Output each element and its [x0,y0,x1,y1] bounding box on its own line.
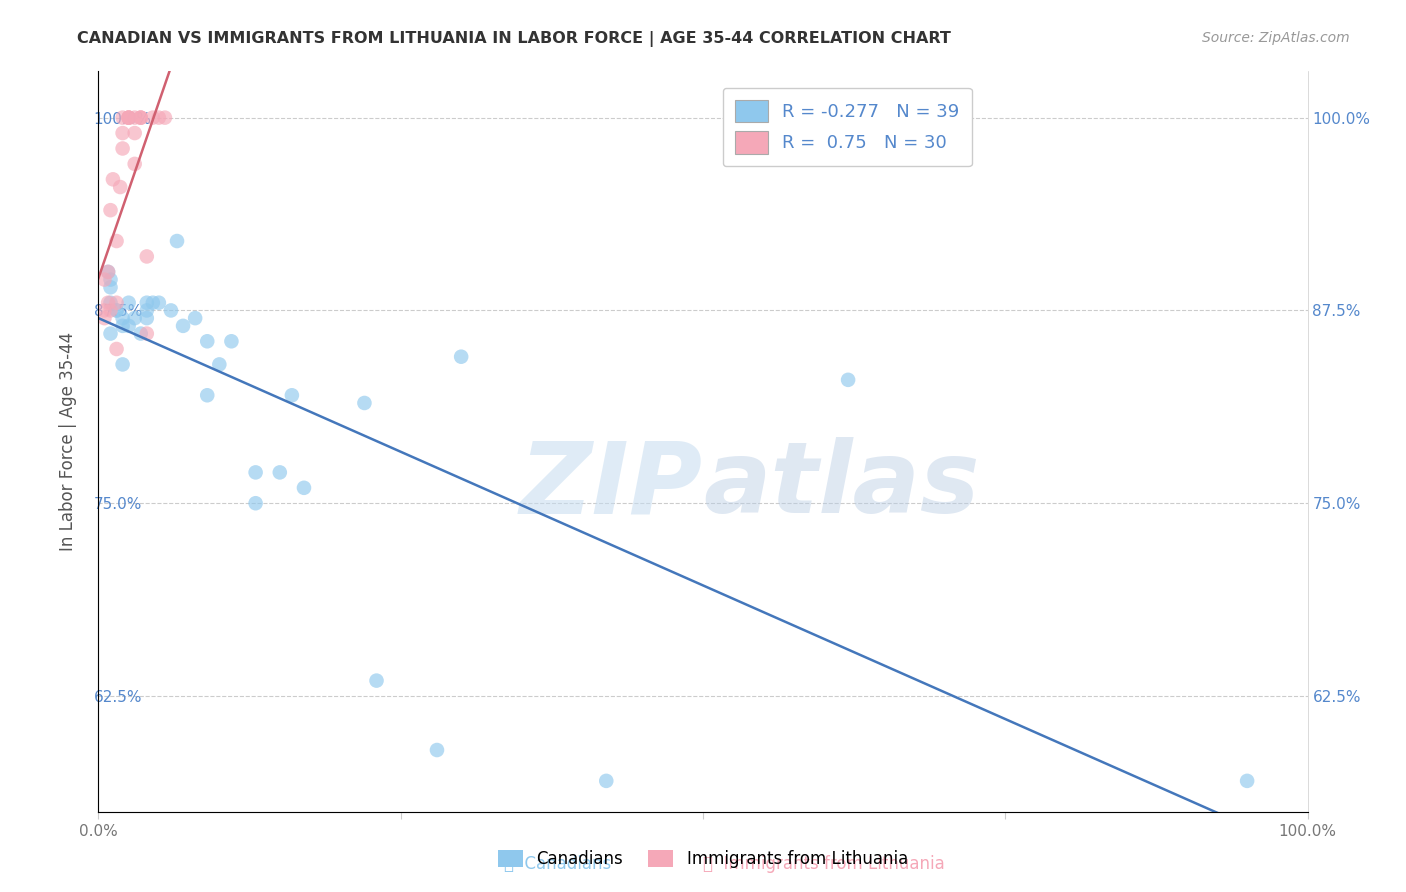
Point [108,180,131,194]
Text: CANADIAN VS IMMIGRANTS FROM LITHUANIA IN LABOR FORCE | AGE 35-44 CORRELATION CHA: CANADIAN VS IMMIGRANTS FROM LITHUANIA IN… [77,31,952,47]
Point [353,396,375,410]
Point [111,141,134,155]
Text: ⬜  Canadians: ⬜ Canadians [505,855,612,872]
Legend: Canadians, Immigrants from Lithuania: Canadians, Immigrants from Lithuania [492,843,914,875]
Point [118,111,141,125]
Point [153,111,176,125]
Point [124,126,146,140]
Point [118,318,141,333]
Point [105,303,128,318]
Point [245,466,267,480]
Point [124,157,146,171]
Point [245,496,267,510]
Y-axis label: In Labor Force | Age 35-44: In Labor Force | Age 35-44 [59,332,77,551]
Point [135,249,157,264]
Point [105,234,128,248]
Text: atlas: atlas [703,437,980,534]
Point [595,773,617,788]
Point [135,311,157,326]
Point [118,295,141,310]
Point [105,342,128,356]
Point [195,334,218,349]
Point [129,111,152,125]
Point [100,280,122,294]
Point [111,111,134,125]
Point [142,295,165,310]
Point [292,481,315,495]
Point [142,111,165,125]
Point [269,466,291,480]
Point [93,272,115,286]
Point [129,326,152,341]
Point [97,295,120,310]
Point [105,303,128,318]
Point [100,303,122,318]
Point [129,111,152,125]
Point [135,303,157,318]
Point [97,265,120,279]
Point [118,111,141,125]
Point [160,303,183,318]
Point [129,111,152,125]
Point [166,234,188,248]
Point [93,311,115,326]
Point [450,350,472,364]
Point [135,295,157,310]
Point [172,318,194,333]
Point [148,111,170,125]
Point [105,295,128,310]
Point [124,111,146,125]
Point [100,272,122,286]
Point [124,311,146,326]
Point [118,111,141,125]
Point [135,326,157,341]
Point [118,111,141,125]
Point [111,311,134,326]
Point [111,358,134,372]
Point [100,203,122,218]
Point [366,673,388,688]
Point [184,311,207,326]
Legend: R = -0.277   N = 39, R =  0.75   N = 30: R = -0.277 N = 39, R = 0.75 N = 30 [723,87,972,166]
Point [221,334,243,349]
Point [100,295,122,310]
Text: ZIP: ZIP [520,437,703,534]
Point [148,295,170,310]
Point [837,373,859,387]
Text: ⬜  Immigrants from Lithuania: ⬜ Immigrants from Lithuania [703,855,945,872]
Point [111,126,134,140]
Point [93,303,115,318]
Point [281,388,304,402]
Point [97,265,120,279]
Point [111,318,134,333]
Point [1236,773,1258,788]
Point [100,326,122,341]
Point [101,172,124,186]
Point [195,388,218,402]
Point [208,358,231,372]
Text: Source: ZipAtlas.com: Source: ZipAtlas.com [1202,31,1350,45]
Point [426,743,449,757]
